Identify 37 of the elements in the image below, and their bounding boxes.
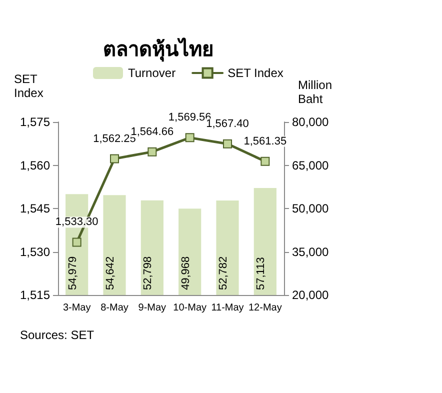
data-label: 54,979	[66, 256, 79, 290]
data-label: 1,561.35	[244, 135, 287, 148]
data-label: 54,642	[104, 256, 116, 290]
point	[223, 139, 232, 148]
y2-tick-label: 35,000	[292, 244, 330, 259]
legend-label: Turnover	[128, 66, 176, 80]
y-axis-title: SET Index	[14, 72, 44, 100]
legend-label: SET Index	[228, 66, 284, 80]
point	[72, 238, 82, 247]
data-label: 52,798	[142, 256, 154, 290]
point	[110, 154, 119, 164]
data-label: 1,533.30	[55, 216, 98, 228]
data-label: 57,113	[255, 257, 268, 290]
point	[148, 147, 157, 156]
data-label: 52,782	[218, 256, 230, 290]
data-label: 49,968	[180, 256, 192, 290]
y2-tick-label: 20,000	[292, 288, 330, 302]
data-label: 1,564.66	[130, 126, 174, 138]
y-tick-label: 1,560	[20, 158, 50, 172]
y2-axis-title: Million Baht	[298, 78, 336, 106]
y-tick-label: 1,545	[20, 202, 50, 216]
y2-tick-label: 80,000	[292, 115, 330, 129]
y2-tick-label: 50,000	[292, 202, 330, 216]
x-tick-label: 12-May	[248, 302, 282, 314]
x-tick-label: 8-May	[100, 302, 128, 314]
x-tick-label: 11-May	[211, 302, 244, 314]
y-tick-label: 1,515	[20, 288, 50, 302]
x-tick-label: 10-May	[173, 302, 207, 314]
y-tick-label: 1,530	[20, 244, 50, 259]
y-tick-label: 1,575	[20, 115, 50, 129]
chart-title: ตลาดหุ้นไทย	[103, 37, 214, 62]
point	[185, 133, 194, 142]
y2-tick-label: 65,000	[292, 158, 330, 172]
point	[260, 156, 270, 166]
x-tick-label: 9-May	[138, 302, 166, 314]
x-tick-label: 3-May	[62, 302, 91, 314]
source-note: Sources: SET	[20, 328, 95, 342]
